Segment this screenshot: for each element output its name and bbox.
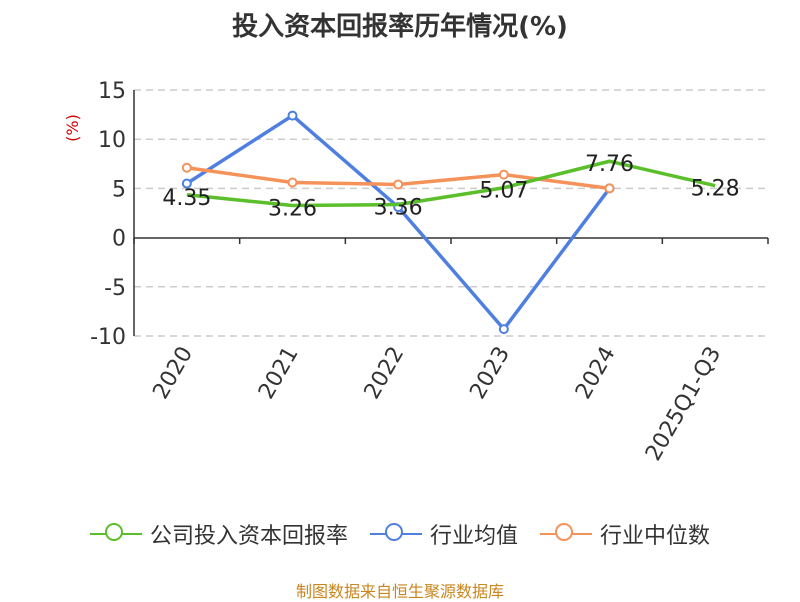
- data-point: [287, 177, 298, 188]
- data-label: 4.35: [162, 186, 211, 211]
- legend-label-industry-median: 行业中位数: [600, 524, 711, 549]
- legend-marker-industry-median-icon: [540, 520, 592, 548]
- source-note: 制图数据来自恒生聚源数据库: [295, 582, 504, 601]
- x-tick-label: 2025Q1-Q3: [641, 343, 726, 466]
- y-tick-label: 10: [98, 128, 126, 153]
- data-label: 5.28: [691, 177, 740, 202]
- data-point: [498, 169, 509, 180]
- series-line: [185, 113, 611, 331]
- data-point: [604, 183, 615, 194]
- series-line: [186, 159, 716, 208]
- x-tick-label: 2023: [465, 343, 515, 404]
- y-tick-label: 0: [112, 227, 126, 252]
- y-tick-label: 5: [112, 177, 126, 202]
- x-tick-label: 2022: [360, 343, 410, 404]
- legend-circle: [104, 523, 123, 541]
- data-label: 3.26: [268, 197, 317, 222]
- legend-circle: [555, 523, 573, 541]
- data-point: [287, 110, 298, 121]
- y-tick-label: -10: [90, 325, 126, 350]
- legend-item-company[interactable]: 公司投入资本回报率: [89, 518, 348, 550]
- y-tick-label: -5: [104, 276, 126, 301]
- data-point: [498, 324, 509, 335]
- chart-title: 投入资本回报率历年情况(%): [232, 12, 568, 42]
- x-tick-label: 2020: [148, 343, 198, 404]
- chart-legend: 公司投入资本回报率 行业均值 行业中位数: [0, 518, 800, 550]
- data-point: [181, 178, 192, 189]
- data-point: [393, 179, 404, 190]
- x-tick-label: 2021: [254, 343, 304, 404]
- legend-item-industry-avg[interactable]: 行业均值: [369, 518, 518, 550]
- legend-marker-industry-avg-icon: [369, 520, 422, 548]
- legend-marker-company-icon: [89, 520, 142, 548]
- legend-label-industry-avg: 行业均值: [429, 524, 518, 549]
- data-label: 7.76: [585, 152, 634, 177]
- legend-item-industry-median[interactable]: 行业中位数: [540, 518, 710, 550]
- legend-circle: [384, 523, 403, 541]
- data-label: 3.36: [374, 196, 423, 221]
- y-axis-label: (%): [63, 114, 82, 142]
- data-point: [181, 162, 192, 173]
- legend-label-company: 公司投入资本回报率: [149, 524, 348, 549]
- y-tick-label: 15: [98, 79, 126, 104]
- x-tick-label: 2024: [571, 343, 621, 404]
- data-label: 5.07: [479, 179, 528, 204]
